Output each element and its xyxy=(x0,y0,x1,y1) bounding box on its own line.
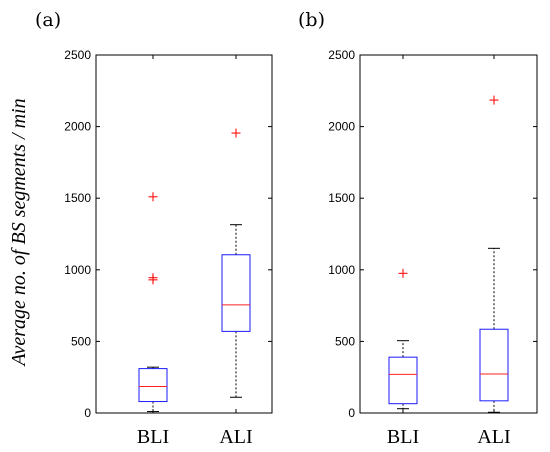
y-tick-label: 0 xyxy=(84,406,91,420)
outlier-marker xyxy=(148,192,158,202)
iqr-box xyxy=(221,254,251,332)
outlier-marker xyxy=(231,128,241,138)
iqr-box xyxy=(479,328,509,402)
panel-b: (b) 0 500 1000 1500 2000 2500 BLI ALI xyxy=(298,9,538,448)
box-bli xyxy=(138,192,168,413)
y-tick-label: 0 xyxy=(348,406,355,420)
y-tick-label: 2000 xyxy=(64,120,91,134)
box-bli xyxy=(388,268,418,410)
iqr-box xyxy=(138,368,168,403)
plot-frame xyxy=(95,54,273,414)
outlier-marker xyxy=(489,95,499,105)
x-tick-label-ali: ALI xyxy=(477,426,510,448)
x-tick-label-ali: ALI xyxy=(219,426,252,448)
y-tick-label: 1000 xyxy=(328,263,355,277)
y-tick-label: 500 xyxy=(335,334,355,348)
y-tick-label: 2500 xyxy=(64,48,91,62)
panel-label-b: (b) xyxy=(298,9,325,31)
outlier-marker xyxy=(398,268,408,278)
panel-label-a: (a) xyxy=(35,9,61,31)
x-tick-label-bli: BLI xyxy=(387,426,419,448)
y-tick-label: 2500 xyxy=(328,48,355,62)
outlier-marker xyxy=(148,275,158,285)
y-tick-label: 1500 xyxy=(328,191,355,205)
box-ali xyxy=(479,95,509,413)
y-tick-label: 500 xyxy=(71,334,91,348)
y-tick-label: 1000 xyxy=(64,263,91,277)
plot-frame xyxy=(359,54,538,414)
box-ali xyxy=(221,128,251,398)
y-axis-label: Average no. of BS segments / min xyxy=(8,98,30,367)
iqr-box xyxy=(388,356,418,405)
x-tick-label-bli: BLI xyxy=(137,426,169,448)
y-tick-label: 2000 xyxy=(328,120,355,134)
y-tick-label: 1500 xyxy=(64,191,91,205)
panel-a: (a) 0 500 1000 1500 2000 2500 BLI ALI xyxy=(35,9,273,448)
